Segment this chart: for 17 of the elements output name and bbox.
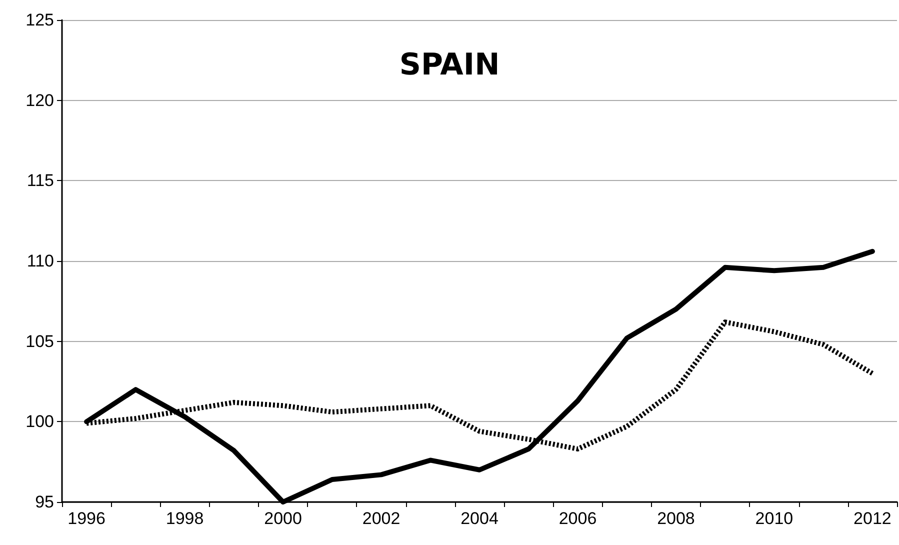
y-tick-label: 125 bbox=[26, 10, 54, 30]
x-tick-label: 2010 bbox=[755, 509, 794, 528]
x-tick-label: 2000 bbox=[264, 509, 302, 528]
x-tick-label: 2002 bbox=[362, 509, 400, 528]
y-tick-label: 100 bbox=[26, 412, 54, 432]
x-tick-label: 1996 bbox=[68, 509, 106, 528]
x-tick-label: 2004 bbox=[460, 509, 498, 528]
y-tick-label: 110 bbox=[26, 252, 54, 270]
y-tick-label: 105 bbox=[26, 332, 54, 351]
x-tick-label: 2012 bbox=[854, 509, 892, 528]
x-tick-label: 2008 bbox=[657, 509, 695, 528]
text: SPAIN bbox=[399, 48, 500, 82]
y-tick-label: 115 bbox=[26, 171, 54, 190]
x-tick-label: 1998 bbox=[166, 509, 204, 528]
y-tick-label: 120 bbox=[26, 90, 54, 110]
y-tick-label: 95 bbox=[35, 492, 54, 512]
x-tick-label: 2006 bbox=[558, 509, 597, 528]
